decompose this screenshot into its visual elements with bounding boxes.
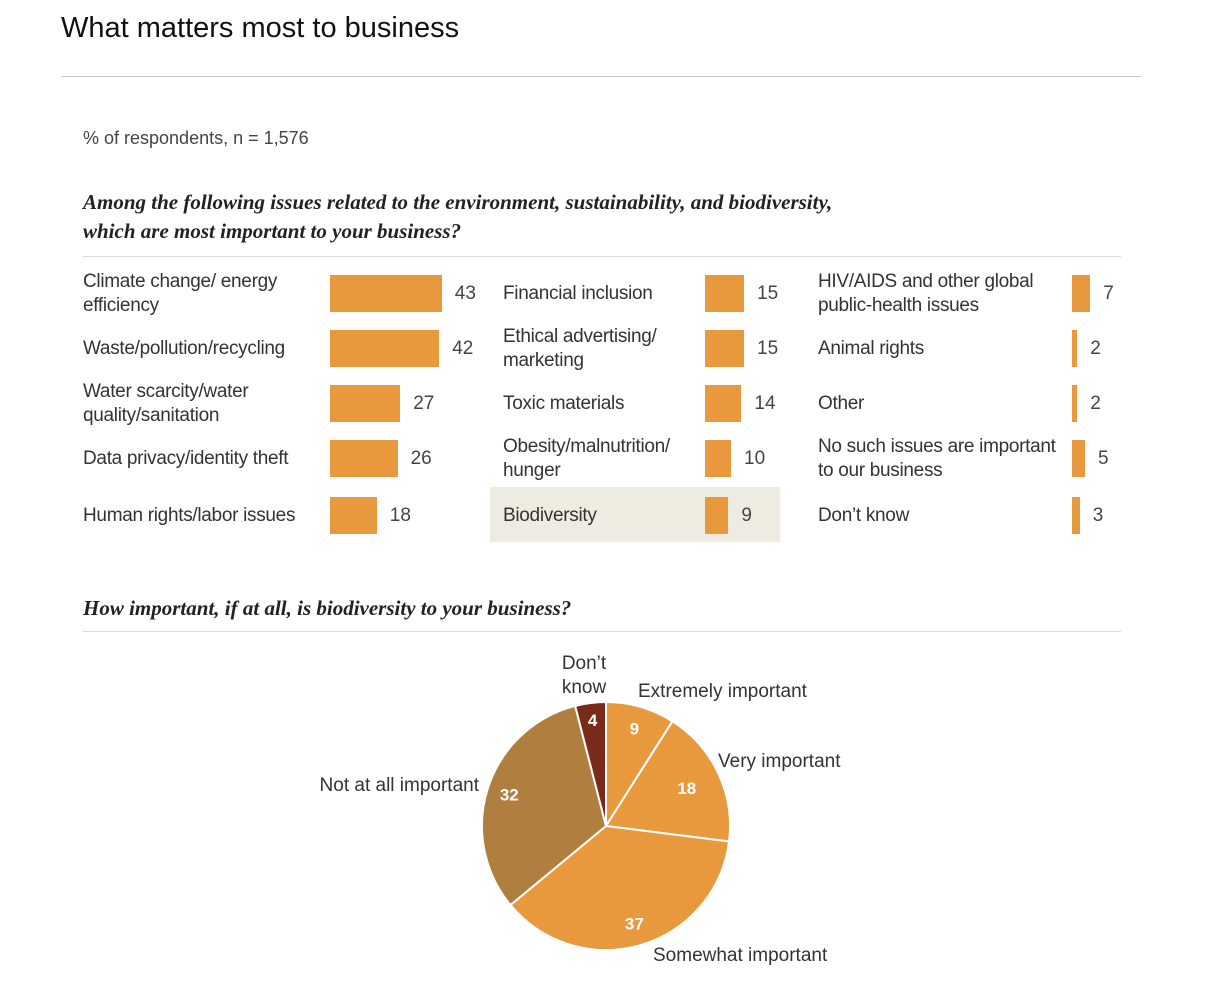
bar-climate-change-energy-efficiency <box>330 275 442 312</box>
bar-other <box>1072 385 1078 422</box>
bar-label-other: Other <box>818 392 865 414</box>
bar-hiv-aids-and-other-global-public-health-issues <box>1072 275 1091 312</box>
title-divider <box>61 76 1141 77</box>
biodiversity-highlight <box>490 487 780 542</box>
bar-label-don-t-know: Don’t know <box>818 504 909 526</box>
bar-biodiversity <box>705 497 729 534</box>
bar-chart-divider <box>83 256 1121 257</box>
bar-label-financial-inclusion: Financial inclusion <box>503 282 653 304</box>
bar-ethical-advertising-marketing <box>705 330 744 367</box>
bar-value-toxic-materials: 14 <box>754 392 776 414</box>
bar-label-toxic-materials: Toxic materials <box>503 392 625 414</box>
bar-human-rights-labor-issues <box>330 497 377 534</box>
bar-label-human-rights-labor-issues: Human rights/labor issues <box>83 504 296 526</box>
bar-value-other: 2 <box>1090 392 1101 414</box>
bar-waste-pollution-recycling <box>330 330 440 367</box>
bar-animal-rights <box>1072 330 1078 367</box>
pie-value-extremely-important: 9 <box>630 719 639 738</box>
bar-value-financial-inclusion: 15 <box>757 282 779 304</box>
bar-value-animal-rights: 2 <box>1090 337 1101 359</box>
bar-value-water-scarcity-water-quality-sanitation: 27 <box>413 392 435 414</box>
pie-slice-don-t-know <box>573 700 607 827</box>
bar-don-t-know <box>1072 497 1080 534</box>
bar-label-biodiversity: Biodiversity <box>503 504 597 526</box>
pie-slice-very-important <box>604 719 731 843</box>
bar-obesity-malnutrition-hunger <box>705 440 731 477</box>
bar-toxic-materials <box>705 385 742 422</box>
bar-financial-inclusion <box>705 275 744 312</box>
pie-value-not-at-all-important: 32 <box>500 786 519 805</box>
pie-chart-title: How important, if at all, is biodiversit… <box>83 596 572 620</box>
bar-label-no-such-issues-are-important-to-our-business: No such issues are important to our busi… <box>818 435 1056 481</box>
pie-value-somewhat-important: 37 <box>625 915 644 934</box>
bar-label-hiv-aids-and-other-global-public-health-issues: HIV/AIDS and other global public-health … <box>818 270 1034 316</box>
pie-label-extremely-important: Extremely important <box>638 681 808 702</box>
bar-label-waste-pollution-recycling: Waste/pollution/recycling <box>83 337 285 359</box>
pie-label-somewhat-important: Somewhat important <box>653 945 828 966</box>
chart-subtitle: % of respondents, n = 1,576 <box>83 128 309 148</box>
bar-value-ethical-advertising-marketing: 15 <box>757 337 779 359</box>
bar-value-data-privacy-identity-theft: 26 <box>410 447 432 469</box>
bar-label-water-scarcity-water-quality-sanitation: Water scarcity/water quality/sanitation <box>83 380 249 426</box>
bar-data-privacy-identity-theft <box>330 440 398 477</box>
pie-chart-divider <box>83 631 1121 632</box>
bar-label-data-privacy-identity-theft: Data privacy/identity theft <box>83 447 289 469</box>
pie-slice-not-at-all-important <box>481 704 608 907</box>
bar-water-scarcity-water-quality-sanitation <box>330 385 401 422</box>
bar-value-climate-change-energy-efficiency: 43 <box>454 282 476 304</box>
pie-slice-somewhat-important <box>509 824 731 951</box>
bar-value-no-such-issues-are-important-to-our-business: 5 <box>1098 447 1109 469</box>
bar-value-don-t-know: 3 <box>1092 504 1104 526</box>
bar-value-hiv-aids-and-other-global-public-health-issues: 7 <box>1103 282 1114 304</box>
pie-value-don-t-know: 4 <box>588 711 598 730</box>
bar-label-ethical-advertising-marketing: Ethical advertising/ marketing <box>503 325 657 371</box>
pie-label-not-at-all-important: Not at all important <box>320 775 480 796</box>
bar-no-such-issues-are-important-to-our-business <box>1072 440 1085 477</box>
bar-chart-title: Among the following issues related to th… <box>83 190 833 243</box>
bar-value-biodiversity: 9 <box>741 504 752 526</box>
bar-label-obesity-malnutrition-hunger: Obesity/malnutrition/ hunger <box>503 435 670 481</box>
pie-label-very-important: Very important <box>718 751 841 772</box>
bar-value-waste-pollution-recycling: 42 <box>452 337 474 359</box>
pie-value-very-important: 18 <box>677 779 696 798</box>
page-title: What matters most to business <box>61 12 460 44</box>
bar-label-animal-rights: Animal rights <box>818 337 924 359</box>
bar-value-obesity-malnutrition-hunger: 10 <box>744 447 766 469</box>
bar-label-climate-change-energy-efficiency: Climate change/ energy efficiency <box>83 270 278 316</box>
pie-label-don-t-know: Don’t know <box>562 653 607 698</box>
bar-value-human-rights-labor-issues: 18 <box>389 504 411 526</box>
